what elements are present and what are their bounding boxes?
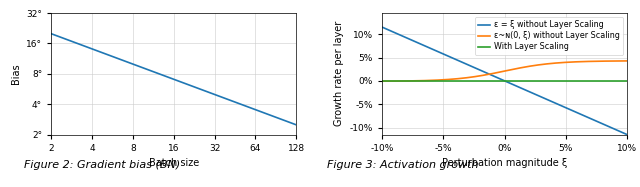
Line: ε = ξ without Layer Scaling: ε = ξ without Layer Scaling bbox=[382, 27, 627, 135]
Text: Figure 3: Activation growth: Figure 3: Activation growth bbox=[328, 160, 479, 170]
Line: ε~ɴ(0, ξ) without Layer Scaling: ε~ɴ(0, ξ) without Layer Scaling bbox=[382, 61, 627, 81]
Legend: ε = ξ without Layer Scaling, ε~ɴ(0, ξ) without Layer Scaling, With Layer Scaling: ε = ξ without Layer Scaling, ε~ɴ(0, ξ) w… bbox=[475, 17, 623, 55]
ε~ɴ(0, ξ) without Layer Scaling bbox=[496, 71, 504, 73]
ε~ɴ(0, ξ) without Layer Scaling bbox=[495, 71, 502, 73]
ε~ɴ(0, ξ) without Layer Scaling bbox=[378, 80, 386, 82]
Y-axis label: Growth rate per layer: Growth rate per layer bbox=[334, 21, 344, 126]
ε = ξ without Layer Scaling bbox=[524, 90, 532, 92]
ε~ɴ(0, ξ) without Layer Scaling bbox=[623, 60, 631, 62]
ε~ɴ(0, ξ) without Layer Scaling bbox=[524, 65, 532, 68]
ε = ξ without Layer Scaling bbox=[579, 114, 587, 116]
With Layer Scaling bbox=[496, 80, 504, 82]
With Layer Scaling bbox=[579, 80, 587, 82]
With Layer Scaling bbox=[511, 80, 518, 82]
Y-axis label: Bias: Bias bbox=[11, 64, 20, 84]
ε = ξ without Layer Scaling bbox=[511, 84, 518, 86]
With Layer Scaling bbox=[524, 80, 532, 82]
X-axis label: Batch size: Batch size bbox=[148, 158, 199, 168]
X-axis label: Perturbation magnitude ξ: Perturbation magnitude ξ bbox=[442, 158, 567, 168]
ε = ξ without Layer Scaling bbox=[623, 134, 631, 136]
ε = ξ without Layer Scaling bbox=[378, 26, 386, 28]
ε = ξ without Layer Scaling bbox=[495, 77, 502, 79]
ε = ξ without Layer Scaling bbox=[496, 78, 504, 80]
With Layer Scaling bbox=[378, 80, 386, 82]
ε~ɴ(0, ξ) without Layer Scaling bbox=[511, 68, 518, 70]
ε = ξ without Layer Scaling bbox=[618, 131, 625, 133]
ε~ɴ(0, ξ) without Layer Scaling bbox=[579, 60, 587, 63]
With Layer Scaling bbox=[618, 80, 625, 82]
Text: Figure 2: Gradient bias (BN): Figure 2: Gradient bias (BN) bbox=[24, 160, 180, 170]
ε~ɴ(0, ξ) without Layer Scaling bbox=[618, 60, 625, 62]
With Layer Scaling bbox=[495, 80, 502, 82]
With Layer Scaling bbox=[623, 80, 631, 82]
